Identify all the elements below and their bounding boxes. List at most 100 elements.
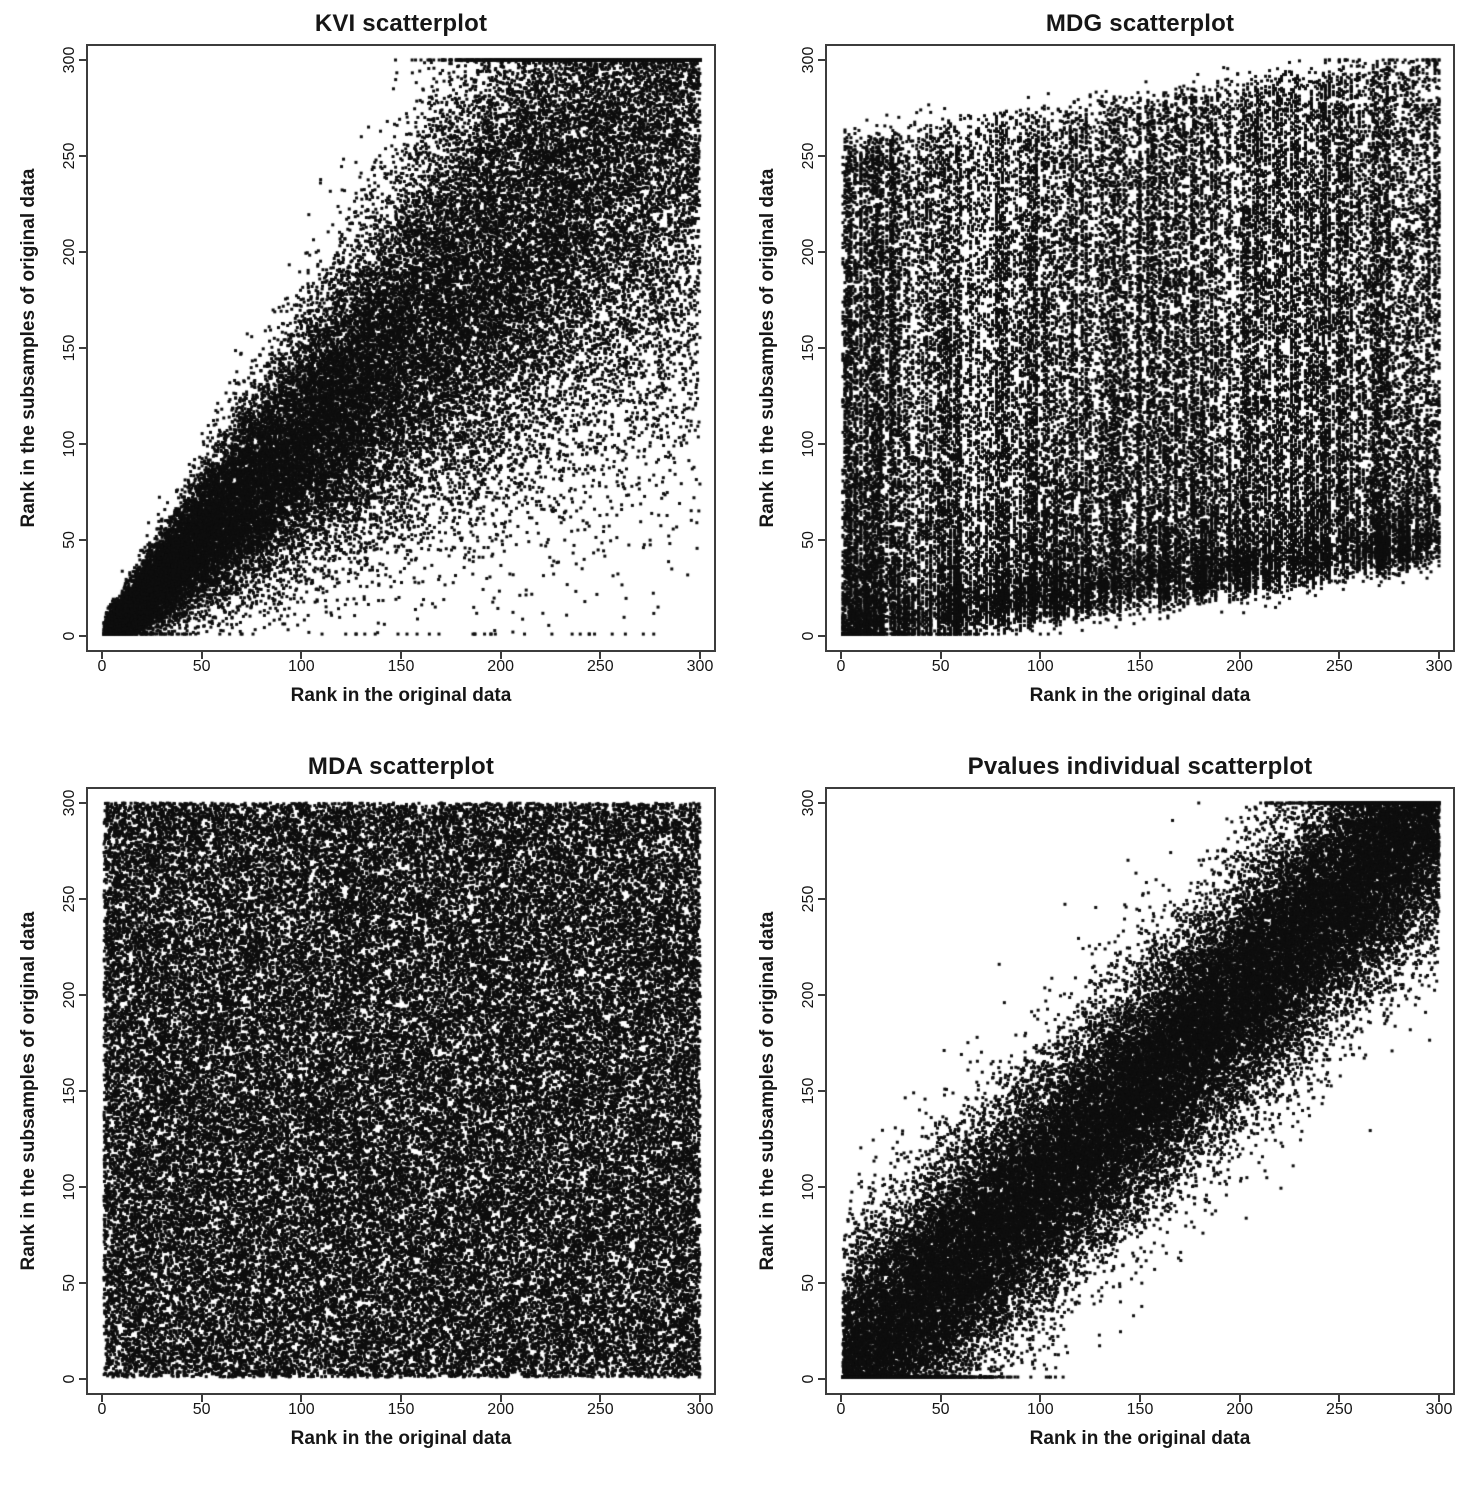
y-tick-mark (818, 347, 827, 349)
scatter-points-canvas (827, 789, 1453, 1393)
x-tick-mark (939, 650, 942, 659)
y-tick-mark (79, 59, 88, 61)
y-tick-label: 0 (800, 631, 817, 641)
chart-title: MDG scatterplot (1045, 10, 1235, 37)
plot-area (818, 787, 1455, 1402)
x-tick-mark (1438, 650, 1440, 659)
y-tick-label: 100 (61, 1173, 78, 1201)
y-tick-mark (79, 802, 88, 804)
y-tick-label: 250 (800, 885, 817, 913)
x-tick-label: 0 (836, 1401, 846, 1418)
chart-title: MDA scatterplot (307, 753, 495, 780)
panel-mdg-scatterplot: MDG scatterplot Rank in the subsamples o… (739, 0, 1477, 743)
y-tick-label: 150 (800, 334, 817, 362)
x-tick-mark (200, 650, 203, 659)
x-tick-mark (840, 650, 842, 659)
x-tick-label: 150 (387, 658, 415, 675)
y-tick-label: 200 (61, 981, 78, 1009)
panel-mda-scatterplot: MDA scatterplot Rank in the subsamples o… (0, 743, 739, 1486)
y-tick-label: 300 (61, 46, 78, 74)
x-tick-mark (1338, 1393, 1341, 1402)
y-tick-mark (79, 251, 88, 253)
y-tick-label: 0 (61, 631, 78, 641)
y-tick-mark (818, 635, 827, 637)
x-tick-mark (300, 1393, 303, 1402)
x-tick-mark (1238, 1393, 1241, 1402)
x-tick-mark (200, 1393, 203, 1402)
x-tick-mark (1438, 1393, 1440, 1402)
x-tick-mark (300, 650, 303, 659)
x-tick-label: 100 (1026, 1401, 1054, 1418)
x-tick-mark (699, 650, 701, 659)
x-axis-label: Rank in the original data (290, 1428, 512, 1449)
x-tick-mark (1039, 650, 1042, 659)
x-tick-label: 150 (1126, 658, 1154, 675)
y-tick-label: 200 (800, 238, 817, 266)
x-tick-mark (101, 1393, 103, 1402)
x-tick-mark (840, 1393, 842, 1402)
x-tick-mark (599, 1393, 602, 1402)
x-tick-label: 100 (1026, 658, 1054, 675)
y-axis-label: Rank in the subsamples of original data (757, 168, 778, 528)
y-tick-mark (818, 155, 827, 157)
y-tick-label: 300 (800, 789, 817, 817)
y-tick-label: 0 (61, 1374, 78, 1384)
x-tick-mark (499, 650, 502, 659)
y-tick-label: 100 (800, 1173, 817, 1201)
y-tick-mark (818, 1378, 827, 1380)
y-tick-mark (79, 155, 88, 157)
x-tick-label: 50 (931, 1401, 950, 1418)
x-tick-mark (1238, 650, 1241, 659)
x-tick-label: 150 (1126, 1401, 1154, 1418)
x-tick-mark (1139, 650, 1141, 659)
x-tick-mark (699, 1393, 701, 1402)
x-tick-label: 300 (686, 1401, 714, 1418)
y-tick-label: 100 (800, 430, 817, 458)
x-axis-tick-labels: 0 50 100 150 200 250 300 (825, 1395, 1455, 1425)
y-tick-label: 250 (800, 142, 817, 170)
x-tick-label: 50 (931, 658, 950, 675)
y-tick-mark (818, 1282, 827, 1284)
y-tick-mark (818, 539, 827, 541)
x-tick-mark (400, 1393, 402, 1402)
y-tick-label: 200 (61, 238, 78, 266)
x-tick-label: 250 (586, 1401, 614, 1418)
y-axis-label: Rank in the subsamples of original data (757, 911, 778, 1271)
x-tick-label: 0 (97, 1401, 107, 1418)
x-tick-mark (499, 1393, 502, 1402)
x-tick-mark (939, 1393, 942, 1402)
plot-area (818, 44, 1455, 659)
y-tick-mark (79, 1282, 88, 1284)
x-tick-label: 0 (97, 658, 107, 675)
y-tick-label: 250 (61, 885, 78, 913)
x-axis-label: Rank in the original data (1029, 685, 1251, 706)
x-tick-label: 300 (1425, 658, 1453, 675)
y-tick-label: 300 (800, 46, 817, 74)
y-tick-mark (818, 898, 827, 900)
y-tick-label: 300 (61, 789, 78, 817)
x-axis-label: Rank in the original data (1029, 1428, 1251, 1449)
x-tick-label: 50 (192, 658, 211, 675)
y-tick-mark (818, 1186, 827, 1188)
y-tick-mark (79, 1186, 88, 1188)
x-tick-label: 0 (836, 658, 846, 675)
y-tick-label: 150 (61, 1077, 78, 1105)
y-axis-label: Rank in the subsamples of original data (18, 911, 39, 1271)
plot-area (79, 44, 716, 659)
y-tick-label: 150 (61, 334, 78, 362)
x-axis-tick-labels: 0 50 100 150 200 250 300 (825, 652, 1455, 682)
chart-title: Pvalues individual scatterplot (967, 753, 1313, 780)
y-tick-label: 50 (800, 1274, 817, 1292)
y-tick-mark (79, 1090, 88, 1092)
y-tick-mark (79, 347, 88, 349)
x-tick-label: 200 (487, 658, 515, 675)
x-tick-label: 200 (487, 1401, 515, 1418)
plot-area (79, 787, 716, 1402)
y-tick-mark (818, 251, 827, 253)
x-axis-tick-labels: 0 50 100 150 200 250 300 (86, 652, 716, 682)
x-tick-label: 200 (1226, 658, 1254, 675)
x-tick-mark (101, 650, 103, 659)
x-tick-label: 200 (1226, 1401, 1254, 1418)
scatter-points-canvas (88, 46, 714, 650)
